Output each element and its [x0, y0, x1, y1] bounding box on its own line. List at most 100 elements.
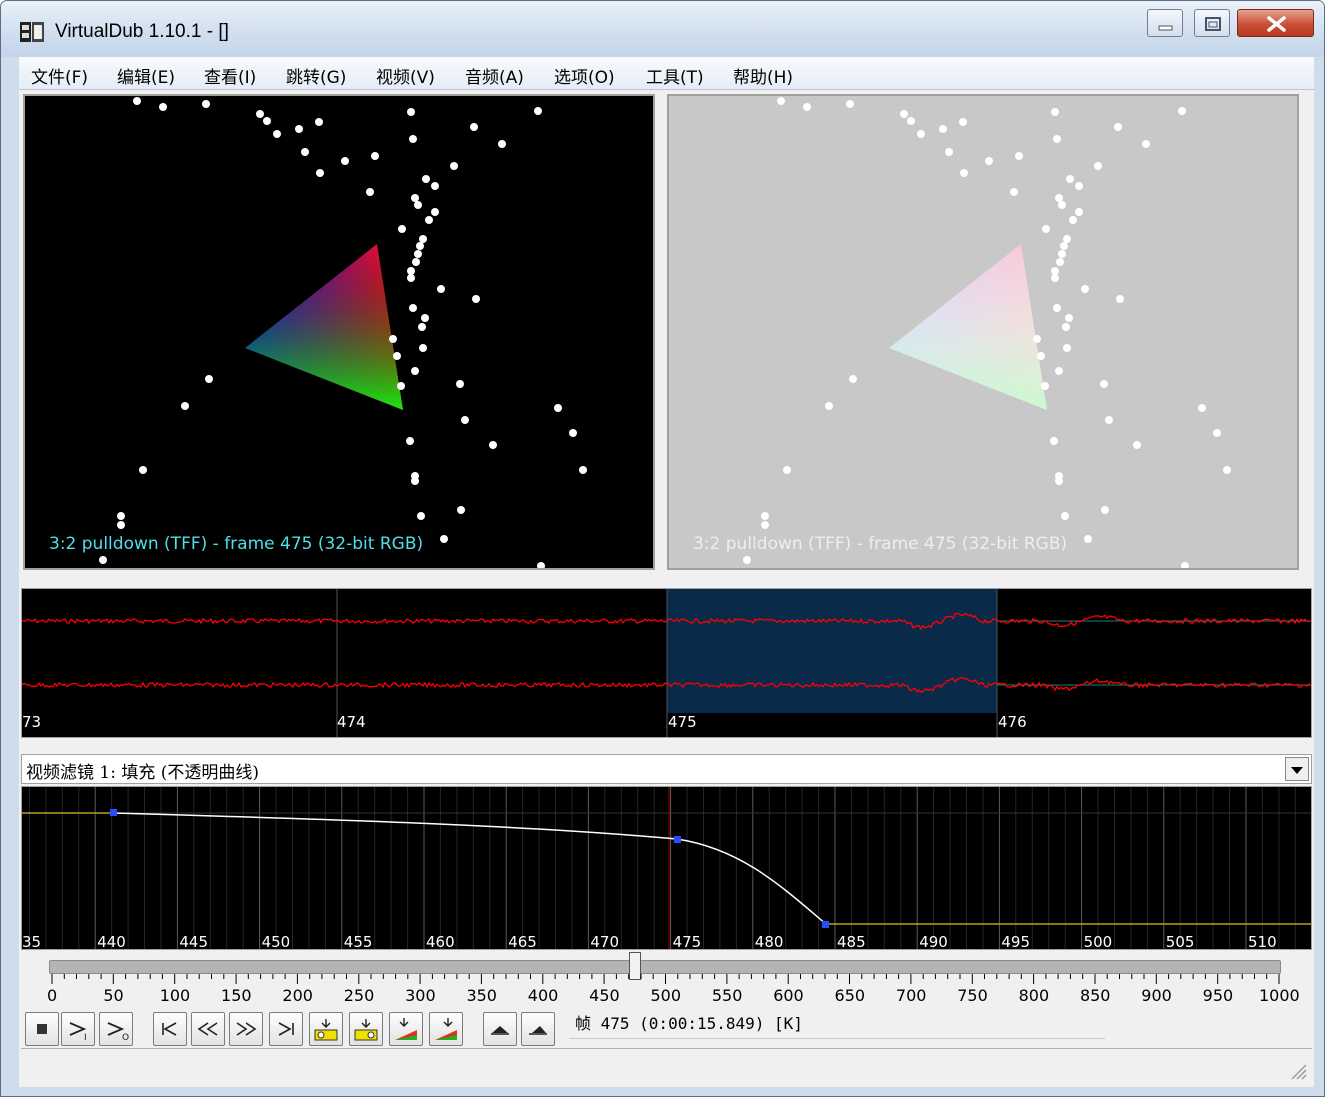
stop-icon — [37, 1024, 47, 1034]
close-button[interactable] — [1237, 9, 1314, 37]
menu-bar: 文件(F) 编辑(E) 查看(I) 跳转(G) 视频(V) 音频(A) 选项(O… — [19, 57, 1314, 90]
mark-out-button[interactable] — [521, 1012, 555, 1046]
menu-tools[interactable]: 工具(T) — [646, 68, 704, 88]
go-start-icon — [162, 1022, 177, 1036]
maximize-button[interactable] — [1194, 9, 1230, 37]
play-input-button[interactable]: I — [61, 1012, 95, 1046]
timeline-tick-label: 450 — [589, 986, 620, 1005]
menu-file[interactable]: 文件(F) — [31, 68, 89, 88]
timeline-track[interactable] — [49, 960, 1281, 974]
prev-key-icon — [314, 1019, 338, 1041]
go-end-button[interactable] — [269, 1012, 303, 1046]
timeline-tick-label: 700 — [895, 986, 927, 1005]
mark-in-button[interactable] — [483, 1012, 517, 1046]
menu-options[interactable]: 选项(O) — [554, 68, 615, 88]
timeline-tick-label: 650 — [834, 986, 866, 1005]
next-scene-button[interactable] — [429, 1012, 463, 1046]
curve-frame-label: 480 — [754, 933, 784, 950]
timeline-tick-label: 250 — [343, 986, 375, 1005]
mark-in-icon — [491, 1026, 509, 1035]
timeline-tick-label: 350 — [466, 986, 497, 1005]
menu-help[interactable]: 帮助(H) — [733, 68, 794, 88]
prev-keyframe-button[interactable] — [309, 1012, 343, 1046]
timeline-tick-label: 150 — [221, 986, 252, 1005]
waveform-graph — [22, 589, 1311, 737]
curve-frame-label: 440 — [97, 933, 126, 950]
play-input-icon: I — [69, 1022, 87, 1043]
next-frame-icon — [236, 1022, 257, 1036]
curve-frame-label: 445 — [179, 933, 209, 950]
prev-frame-icon — [197, 1022, 218, 1036]
curve-frame-label: 35 — [22, 933, 42, 950]
curve-frame-label: 510 — [1248, 933, 1277, 950]
window-title: VirtualDub 1.10.1 - [] — [55, 21, 229, 42]
go-start-button[interactable] — [153, 1012, 187, 1046]
next-keyframe-button[interactable] — [349, 1012, 383, 1046]
minimize-button[interactable] — [1147, 9, 1183, 37]
timeline-tick-label: 300 — [405, 986, 436, 1005]
audio-waveform[interactable]: 73 474 475 476 — [21, 588, 1312, 738]
wave-frame-label: 474 — [337, 713, 366, 731]
timeline-thumb[interactable] — [628, 952, 641, 980]
svg-text:I: I — [84, 1033, 87, 1043]
timeline-tick-label: 900 — [1141, 986, 1172, 1005]
mark-out-icon — [529, 1026, 547, 1035]
curve-frame-label: 475 — [672, 933, 702, 950]
curve-frame-label: 505 — [1165, 933, 1195, 950]
curve-frame-label: 450 — [261, 933, 291, 950]
timeline-tick-label: 50 — [103, 986, 124, 1005]
curve-frame-label: 495 — [1001, 933, 1031, 950]
menu-edit[interactable]: 编辑(E) — [117, 68, 176, 88]
input-video-pane[interactable]: 3:2 pulldown (TFF) - frame 475 (32-bit R… — [23, 94, 655, 570]
menu-go[interactable]: 跳转(G) — [286, 68, 347, 88]
timeline-ticks — [51, 974, 1280, 984]
curve-editor[interactable]: 35 440 445 450 455 460 465 470 475 480 485 490 495 50… — [21, 786, 1312, 950]
menu-view[interactable]: 查看(I) — [204, 68, 257, 88]
output-pane-caption: 3:2 pulldown (TFF) - frame 475 (32-bit R… — [693, 534, 1068, 554]
curve-frame-label: 490 — [919, 933, 948, 950]
play-output-button[interactable]: O — [99, 1012, 133, 1046]
prev-frame-button[interactable] — [191, 1012, 225, 1046]
output-video-pane[interactable]: 3:2 pulldown (TFF) - frame 475 (32-bit R… — [667, 94, 1299, 570]
curve-frame-label: 460 — [426, 933, 455, 950]
curve-frame-label: 455 — [343, 933, 373, 950]
opacity-curve-graph — [22, 787, 1311, 949]
timeline-tick-label: 1000 — [1259, 986, 1300, 1005]
status-bar — [21, 1048, 1312, 1085]
frame-status: 帧 475 (0:00:15.849) [K] — [569, 1010, 1105, 1039]
wave-frame-label: 476 — [998, 713, 1027, 731]
next-frame-button[interactable] — [229, 1012, 263, 1046]
timeline-tick-label: 100 — [159, 986, 191, 1005]
input-frame-image — [99, 97, 587, 568]
timeline-tick-label: 950 — [1202, 986, 1234, 1005]
restore-icon — [1205, 17, 1221, 31]
stop-button[interactable] — [25, 1012, 59, 1046]
menu-video[interactable]: 视频(V) — [376, 68, 435, 88]
minimize-icon — [1158, 25, 1173, 31]
timeline-tick-label: 850 — [1079, 986, 1111, 1005]
title-bar[interactable]: VirtualDub 1.10.1 - [] — [1, 1, 1324, 57]
selection-range — [667, 589, 997, 713]
filter-dropdown[interactable]: 视频滤镜 1: 填充 (不透明曲线) — [21, 754, 1312, 784]
timeline-tick-label: 750 — [957, 986, 988, 1005]
opacity-curve — [113, 812, 827, 925]
curve-frame-label: 465 — [508, 933, 537, 950]
output-frame-image — [743, 97, 1231, 568]
timeline-tick-label: 400 — [527, 986, 559, 1005]
next-key-icon — [354, 1019, 378, 1041]
resize-grip-icon[interactable] — [1288, 1061, 1308, 1081]
timeline-tick-label: 0 — [47, 986, 58, 1005]
dropdown-button[interactable] — [1285, 757, 1309, 781]
menu-audio[interactable]: 音频(A) — [465, 68, 524, 88]
curve-frame-label: 470 — [590, 933, 620, 950]
go-end-icon — [278, 1022, 294, 1036]
curve-point — [110, 809, 117, 816]
wave-frame-label: 475 — [668, 713, 697, 731]
prev-scene-button[interactable] — [389, 1012, 423, 1046]
prev-scene-icon — [395, 1018, 417, 1040]
svg-text:O: O — [122, 1033, 129, 1043]
timeline-tick-label: 200 — [282, 986, 313, 1005]
curve-frame-label: 485 — [837, 933, 866, 950]
input-pane-caption: 3:2 pulldown (TFF) - frame 475 (32-bit R… — [49, 534, 424, 554]
